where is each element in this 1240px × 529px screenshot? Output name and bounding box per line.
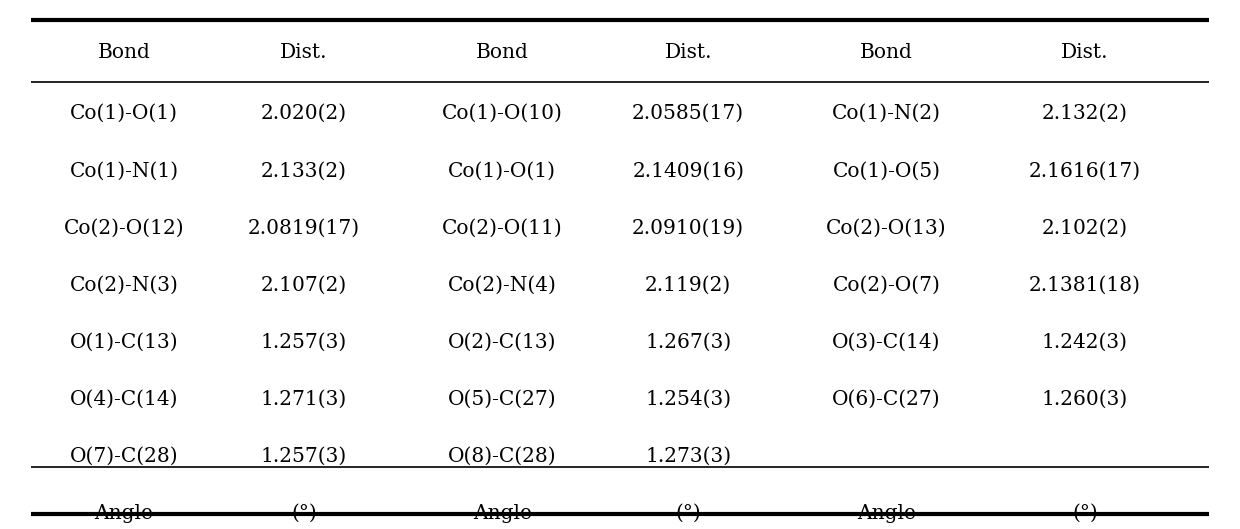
Text: Co(1)-O(1): Co(1)-O(1) <box>69 104 179 123</box>
Text: O(2)-C(13): O(2)-C(13) <box>448 333 557 352</box>
Text: 1.254(3): 1.254(3) <box>645 390 732 409</box>
Text: Dist.: Dist. <box>280 43 327 62</box>
Text: 1.257(3): 1.257(3) <box>260 333 347 352</box>
Text: 1.260(3): 1.260(3) <box>1042 390 1128 409</box>
Text: Co(2)-N(3): Co(2)-N(3) <box>69 276 179 295</box>
Text: 2.0910(19): 2.0910(19) <box>632 218 744 238</box>
Text: Co(2)-O(13): Co(2)-O(13) <box>826 218 947 238</box>
Text: 1.257(3): 1.257(3) <box>260 447 347 466</box>
Text: O(1)-C(13): O(1)-C(13) <box>69 333 179 352</box>
Text: (°): (°) <box>291 504 316 523</box>
Text: Co(2)-O(12): Co(2)-O(12) <box>63 218 185 238</box>
Text: Co(2)-N(4): Co(2)-N(4) <box>448 276 557 295</box>
Text: 2.102(2): 2.102(2) <box>1042 218 1128 238</box>
Text: O(4)-C(14): O(4)-C(14) <box>69 390 179 409</box>
Text: 1.242(3): 1.242(3) <box>1042 333 1128 352</box>
Text: 2.133(2): 2.133(2) <box>260 161 347 180</box>
Text: Bond: Bond <box>861 43 913 62</box>
Text: 2.1381(18): 2.1381(18) <box>1029 276 1141 295</box>
Text: 1.271(3): 1.271(3) <box>260 390 347 409</box>
Text: O(7)-C(28): O(7)-C(28) <box>69 447 179 466</box>
Text: 2.132(2): 2.132(2) <box>1042 104 1128 123</box>
Text: Co(1)-N(1): Co(1)-N(1) <box>69 161 179 180</box>
Text: 2.0585(17): 2.0585(17) <box>632 104 744 123</box>
Text: Dist.: Dist. <box>665 43 712 62</box>
Text: O(5)-C(27): O(5)-C(27) <box>448 390 557 409</box>
Text: 2.1616(17): 2.1616(17) <box>1029 161 1141 180</box>
Text: Bond: Bond <box>98 43 150 62</box>
Text: Dist.: Dist. <box>1061 43 1109 62</box>
Text: Bond: Bond <box>476 43 528 62</box>
Text: Co(1)-N(2): Co(1)-N(2) <box>832 104 941 123</box>
Text: Angle: Angle <box>472 504 532 523</box>
Text: Co(1)-O(10): Co(1)-O(10) <box>441 104 563 123</box>
Text: O(8)-C(28): O(8)-C(28) <box>448 447 557 466</box>
Text: 2.1409(16): 2.1409(16) <box>632 161 744 180</box>
Text: 1.267(3): 1.267(3) <box>645 333 732 352</box>
Text: Co(2)-O(7): Co(2)-O(7) <box>833 276 940 295</box>
Text: 2.0819(17): 2.0819(17) <box>248 218 360 238</box>
Text: (°): (°) <box>1073 504 1097 523</box>
Text: 2.020(2): 2.020(2) <box>260 104 347 123</box>
Text: Angle: Angle <box>94 504 154 523</box>
Text: 1.273(3): 1.273(3) <box>645 447 732 466</box>
Text: Angle: Angle <box>857 504 916 523</box>
Text: 2.119(2): 2.119(2) <box>645 276 732 295</box>
Text: O(3)-C(14): O(3)-C(14) <box>832 333 941 352</box>
Text: O(6)-C(27): O(6)-C(27) <box>832 390 941 409</box>
Text: Co(1)-O(1): Co(1)-O(1) <box>448 161 557 180</box>
Text: Co(2)-O(11): Co(2)-O(11) <box>441 218 563 238</box>
Text: Co(1)-O(5): Co(1)-O(5) <box>832 161 941 180</box>
Text: (°): (°) <box>676 504 701 523</box>
Text: 2.107(2): 2.107(2) <box>260 276 347 295</box>
